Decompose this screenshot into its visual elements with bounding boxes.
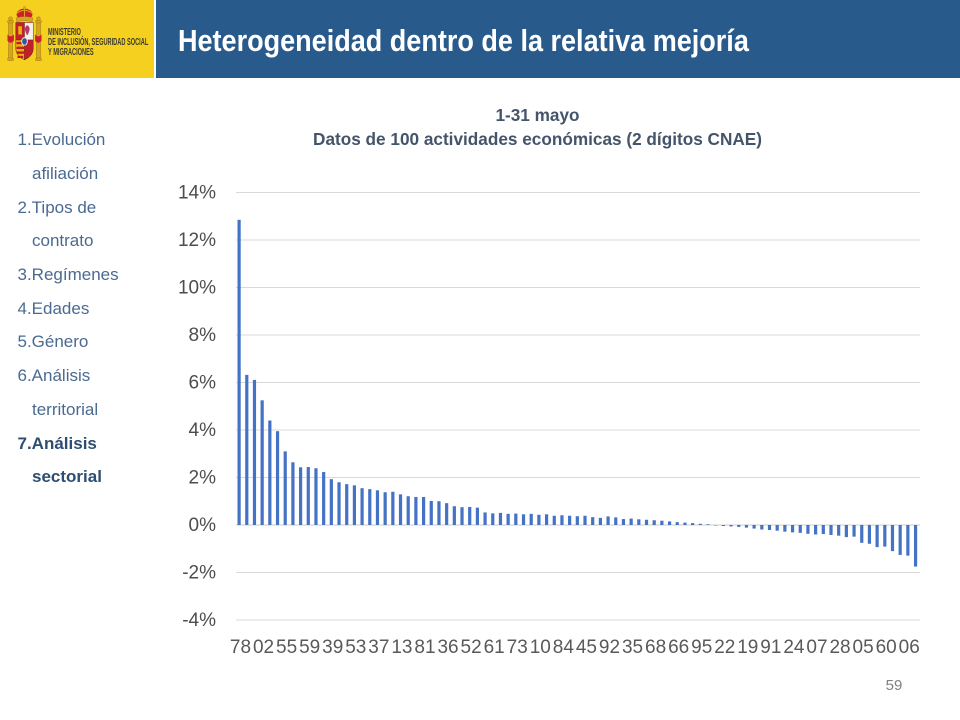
svg-text:60: 60 — [876, 637, 897, 658]
svg-text:8%: 8% — [189, 325, 217, 346]
svg-text:45: 45 — [576, 637, 597, 658]
svg-text:2%: 2% — [189, 467, 217, 488]
svg-text:6%: 6% — [189, 372, 217, 393]
svg-text:4%: 4% — [189, 420, 217, 441]
svg-text:55: 55 — [276, 637, 297, 658]
svg-text:19: 19 — [737, 637, 758, 658]
svg-text:-4%: -4% — [182, 610, 216, 631]
svg-text:22: 22 — [714, 637, 735, 658]
svg-text:91: 91 — [760, 637, 781, 658]
svg-text:52: 52 — [461, 637, 482, 658]
svg-text:39: 39 — [322, 637, 343, 658]
svg-text:84: 84 — [553, 637, 575, 658]
svg-text:73: 73 — [507, 637, 528, 658]
svg-text:92: 92 — [599, 637, 620, 658]
svg-text:59: 59 — [299, 637, 320, 658]
svg-text:0%: 0% — [189, 515, 217, 536]
svg-text:28: 28 — [829, 637, 850, 658]
svg-text:66: 66 — [668, 637, 689, 658]
svg-text:68: 68 — [645, 637, 666, 658]
svg-text:95: 95 — [691, 637, 712, 658]
svg-text:02: 02 — [253, 637, 274, 658]
svg-text:61: 61 — [484, 637, 505, 658]
svg-text:78: 78 — [230, 637, 251, 658]
svg-text:36: 36 — [437, 637, 458, 658]
svg-text:35: 35 — [622, 637, 643, 658]
svg-text:07: 07 — [806, 637, 827, 658]
svg-text:06: 06 — [899, 637, 920, 658]
svg-text:10%: 10% — [178, 277, 216, 298]
svg-text:10: 10 — [530, 637, 551, 658]
svg-text:05: 05 — [853, 637, 874, 658]
svg-text:14%: 14% — [178, 182, 216, 203]
svg-text:24: 24 — [783, 637, 805, 658]
svg-text:12%: 12% — [178, 230, 216, 251]
svg-text:81: 81 — [414, 637, 435, 658]
svg-text:37: 37 — [368, 637, 389, 658]
svg-text:13: 13 — [391, 637, 412, 658]
svg-text:-2%: -2% — [182, 562, 216, 583]
svg-text:53: 53 — [345, 637, 366, 658]
